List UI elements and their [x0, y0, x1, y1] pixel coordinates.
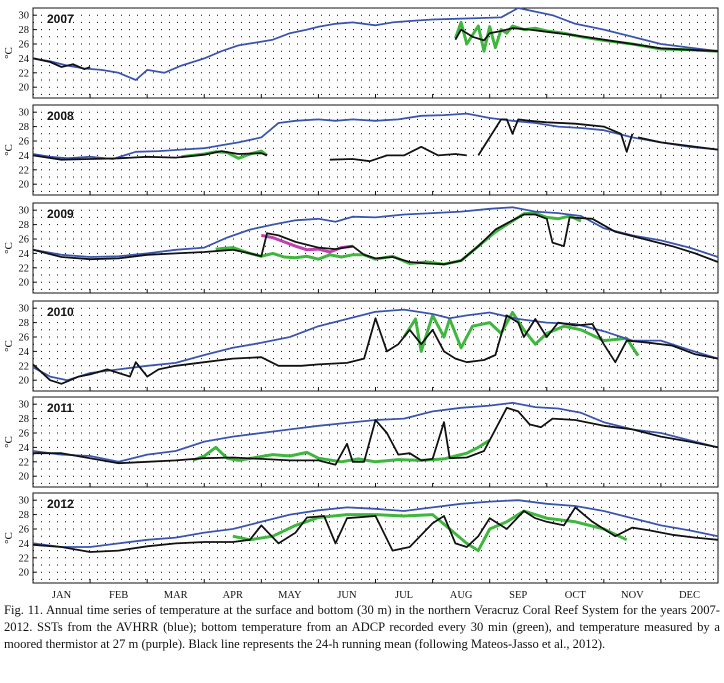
y-tick-label: 26 [19, 429, 30, 440]
month-label: SEP [509, 590, 527, 600]
year-label: 2007 [47, 12, 74, 26]
y-tick-label: 24 [19, 249, 30, 260]
year-label: 2009 [47, 207, 74, 221]
running-mean-series [454, 27, 719, 53]
y-tick-label: 22 [19, 361, 30, 372]
y-tick-label: 26 [19, 40, 30, 51]
y-tick-label: 28 [19, 220, 30, 231]
y-axis-label: °C [3, 144, 15, 156]
surface-sst-series [32, 499, 719, 548]
chart-panels: 20 22 24 26 28 30 °C 2007 20 22 24 26 28 30 °C 2008 20 22… [3, 7, 719, 584]
panel-frame [32, 7, 719, 99]
running-mean-series [32, 150, 268, 161]
y-tick-label: 20 [19, 278, 30, 289]
y-tick-label: 30 [19, 206, 30, 217]
y-axis-label: °C [3, 436, 15, 448]
y-tick-label: 28 [19, 414, 30, 425]
figure-caption: Fig. 11. Annual time series of temperatu… [4, 603, 720, 651]
panel-2010: 20 22 24 26 28 30 °C 2010 [3, 300, 719, 392]
month-label: JUL [395, 590, 413, 600]
panel-2007: 20 22 24 26 28 30 °C 2007 [3, 7, 719, 99]
running-mean-series [329, 145, 467, 163]
y-tick-label: 28 [19, 122, 30, 133]
running-mean-series [477, 118, 634, 156]
y-axis-label: °C [3, 242, 15, 254]
y-tick-label: 20 [19, 180, 30, 191]
month-label: MAY [278, 590, 302, 600]
y-tick-label: 20 [19, 376, 30, 387]
y-tick-label: 30 [19, 304, 30, 315]
y-tick-label: 30 [19, 108, 30, 119]
y-tick-label: 28 [19, 318, 30, 329]
y-axis-label: °C [3, 47, 15, 59]
month-label: MAR [164, 590, 188, 600]
month-label: JUN [337, 590, 357, 600]
y-tick-label: 28 [19, 25, 30, 36]
panel-2008: 20 22 24 26 28 30 °C 2008 [3, 104, 719, 196]
y-tick-label: 24 [19, 151, 30, 162]
panel-2009: 20 22 24 26 28 30 °C 2009 [3, 202, 719, 294]
panel-frame [32, 104, 719, 196]
y-tick-label: 20 [19, 83, 30, 94]
y-tick-label: 22 [19, 553, 30, 564]
surface-sst-series [32, 401, 719, 463]
month-label: APR [223, 590, 243, 600]
y-tick-label: 26 [19, 525, 30, 536]
y-axis-label: °C [3, 340, 15, 352]
running-mean-series [33, 406, 719, 466]
year-label: 2008 [47, 109, 74, 123]
surface-sst-series [32, 206, 719, 258]
y-tick-label: 24 [19, 443, 30, 454]
y-tick-label: 22 [19, 165, 30, 176]
running-mean-series [32, 213, 719, 266]
running-mean-series [32, 314, 719, 385]
surface-sst-series [32, 7, 719, 81]
month-label: DEC [679, 590, 700, 600]
year-label: 2012 [47, 497, 74, 511]
month-label: NOV [621, 590, 644, 600]
y-tick-label: 26 [19, 137, 30, 148]
month-label: OCT [565, 590, 587, 600]
y-tick-label: 30 [19, 496, 30, 507]
year-label: 2010 [47, 305, 74, 319]
y-tick-label: 24 [19, 54, 30, 65]
figure: 20 22 24 26 28 30 °C 2007 20 22 24 26 28 30 °C 2008 20 22… [3, 7, 719, 600]
y-tick-label: 22 [19, 68, 30, 79]
panel-frame [32, 492, 719, 584]
y-tick-label: 22 [19, 457, 30, 468]
y-tick-label: 26 [19, 235, 30, 246]
y-tick-label: 30 [19, 400, 30, 411]
month-label: AUG [450, 590, 473, 600]
month-label: FEB [109, 590, 128, 600]
y-tick-label: 24 [19, 539, 30, 550]
month-label: JAN [52, 590, 72, 600]
month-axis: JAN FEB MAR APR MAY JUN JUL AUG SEP OCT NOV DEC [52, 590, 700, 600]
y-tick-label: 20 [19, 568, 30, 579]
y-tick-label: 22 [19, 263, 30, 274]
running-mean-series [637, 136, 719, 151]
year-label: 2011 [47, 401, 73, 415]
panel-frame [32, 396, 719, 488]
panel-2011: 20 22 24 26 28 30 °C 2011 [3, 396, 719, 488]
y-tick-label: 20 [19, 472, 30, 483]
y-tick-label: 28 [19, 510, 30, 521]
y-tick-label: 26 [19, 333, 30, 344]
y-tick-label: 24 [19, 347, 30, 358]
surface-sst-series [32, 112, 719, 160]
panel-frame [32, 300, 719, 392]
running-mean-series [32, 506, 719, 553]
y-axis-label: °C [3, 532, 15, 544]
y-tick-label: 30 [19, 11, 30, 22]
adcp-series [192, 438, 491, 464]
panel-2012: 20 22 24 26 28 30 °C 2012 [3, 492, 719, 584]
running-mean-series [32, 57, 91, 71]
